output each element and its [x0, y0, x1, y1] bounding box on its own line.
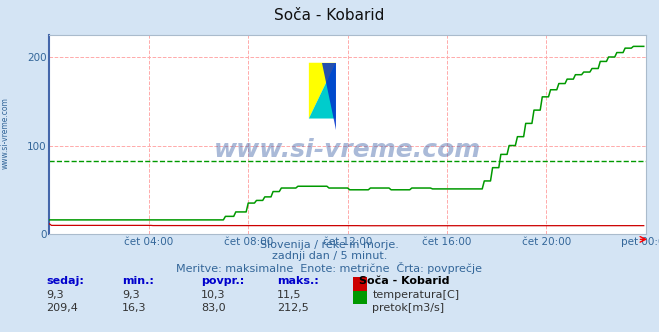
- Text: pretok[m3/s]: pretok[m3/s]: [372, 303, 444, 313]
- Polygon shape: [309, 63, 335, 119]
- Text: povpr.:: povpr.:: [201, 276, 244, 286]
- Text: 83,0: 83,0: [201, 303, 225, 313]
- Text: Slovenija / reke in morje.: Slovenija / reke in morje.: [260, 240, 399, 250]
- Text: 10,3: 10,3: [201, 290, 225, 299]
- Text: Soča - Kobarid: Soča - Kobarid: [274, 8, 385, 23]
- Text: 212,5: 212,5: [277, 303, 308, 313]
- Text: sedaj:: sedaj:: [46, 276, 84, 286]
- Text: maks.:: maks.:: [277, 276, 318, 286]
- Text: min.:: min.:: [122, 276, 154, 286]
- Text: 9,3: 9,3: [122, 290, 140, 299]
- Text: temperatura[C]: temperatura[C]: [372, 290, 459, 299]
- Text: Meritve: maksimalne  Enote: metrične  Črta: povprečje: Meritve: maksimalne Enote: metrične Črta…: [177, 262, 482, 274]
- Polygon shape: [309, 63, 335, 119]
- Text: www.si-vreme.com: www.si-vreme.com: [214, 138, 481, 162]
- Text: zadnji dan / 5 minut.: zadnji dan / 5 minut.: [272, 251, 387, 261]
- Polygon shape: [322, 63, 335, 130]
- Text: www.si-vreme.com: www.si-vreme.com: [1, 97, 10, 169]
- Text: 11,5: 11,5: [277, 290, 301, 299]
- Text: 16,3: 16,3: [122, 303, 146, 313]
- Text: 209,4: 209,4: [46, 303, 78, 313]
- Text: 9,3: 9,3: [46, 290, 64, 299]
- Text: Soča - Kobarid: Soča - Kobarid: [359, 276, 449, 286]
